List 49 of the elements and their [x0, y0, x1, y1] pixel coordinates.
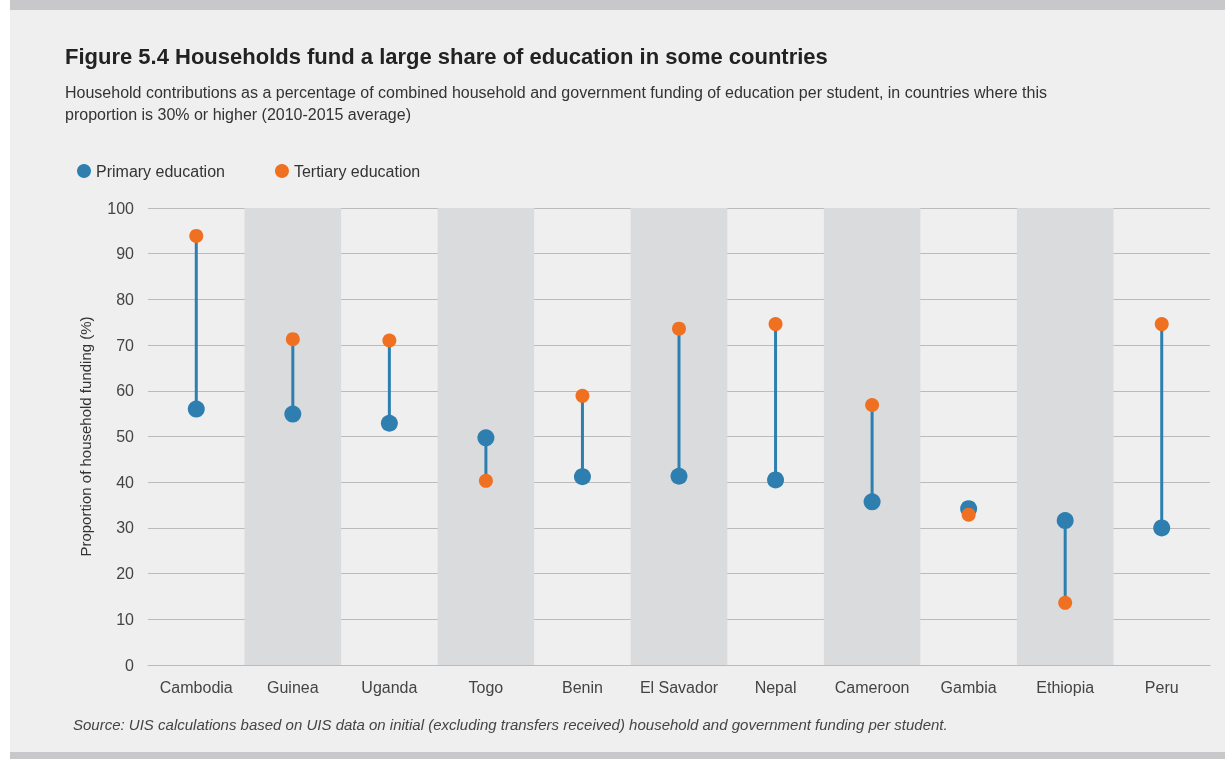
point [477, 429, 495, 447]
x-tick-label: Uganda [361, 678, 418, 696]
y-tick-label: 10 [116, 610, 135, 628]
source-note: Source: UIS calculations based on UIS data on initial (excluding transfers received) household and government funding per student. [73, 716, 948, 733]
y-axis-title: Proportion of household funding (%) [77, 316, 94, 557]
x-tick-label: Benin [561, 678, 603, 696]
x-tick-label: Peru [1144, 678, 1179, 696]
y-tick-label: 40 [116, 473, 135, 491]
x-tick-label: Ethiopia [1036, 678, 1095, 696]
x-tick-label: Cameroon [834, 678, 910, 696]
point [768, 317, 783, 332]
y-tick-label: 90 [116, 245, 135, 263]
legend-label: Primary education [96, 162, 225, 180]
chart-title: Figure 5.4 Households fund a large share of education in some countries [65, 44, 828, 70]
point [1058, 595, 1073, 610]
point [767, 471, 785, 489]
x-tick-label: Togo [468, 678, 504, 696]
point [575, 388, 590, 403]
point [1056, 512, 1074, 530]
point [863, 493, 881, 511]
y-tick-label: 60 [116, 382, 135, 400]
x-tick-label: Cambodia [159, 678, 233, 696]
point [573, 468, 591, 486]
y-tick-label: 30 [116, 519, 135, 537]
x-tick-label: Gambia [940, 678, 997, 696]
point [1153, 519, 1171, 537]
point [865, 397, 880, 412]
y-tick-label: 50 [116, 428, 135, 445]
y-tick-label: 80 [116, 290, 135, 308]
point [672, 321, 686, 336]
point [382, 333, 397, 348]
point [285, 332, 300, 347]
y-tick-label: 100 [107, 199, 135, 217]
x-tick-label: Nepal [754, 678, 797, 696]
point [478, 473, 493, 488]
point [961, 507, 976, 522]
x-tick-label: Guinea [267, 678, 319, 696]
x-tick-label: El Savador [639, 678, 719, 696]
point [284, 405, 302, 423]
chart-subtitle: Household contributions as a percentage of combined household and government funding of education per student, in countries where this proportion is 30% or higher (2010-2015 average) [65, 83, 1048, 125]
point [380, 414, 398, 432]
point [189, 228, 204, 243]
point [670, 467, 688, 485]
point [1154, 317, 1169, 332]
y-tick-label: 70 [116, 336, 135, 354]
legend-label: Tertiary education [293, 162, 421, 180]
point [187, 400, 205, 418]
y-tick-label: 20 [116, 565, 135, 583]
y-tick-label: 0 [125, 656, 135, 674]
